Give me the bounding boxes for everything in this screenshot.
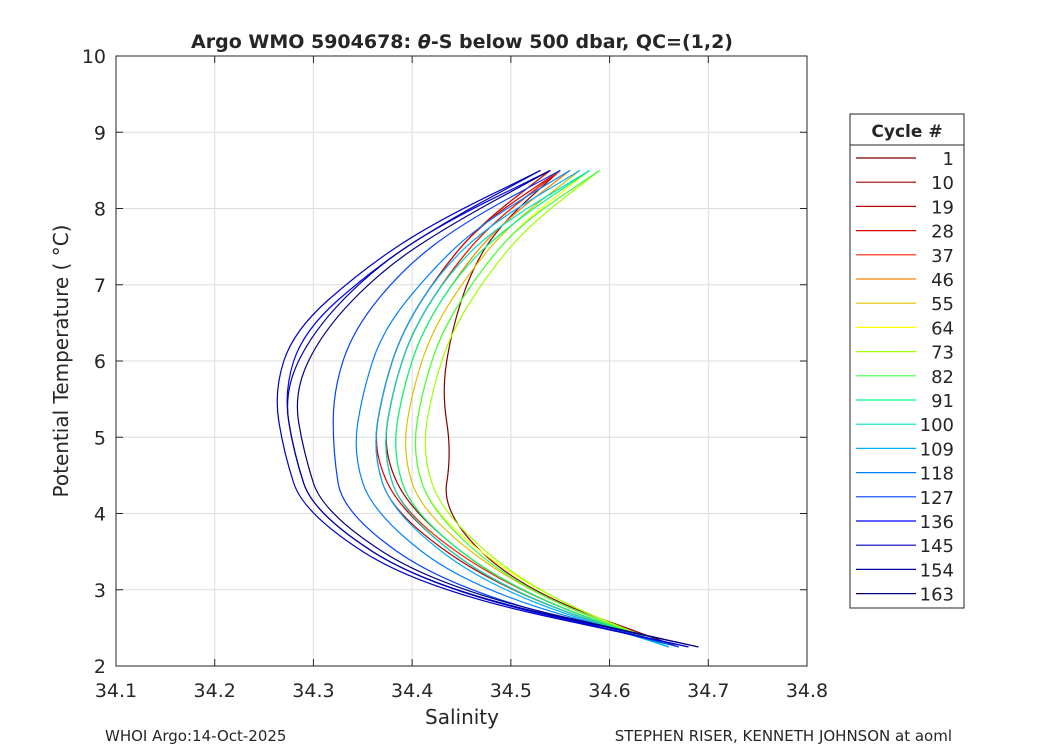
legend-label: 82	[931, 367, 954, 388]
y-tick-label: 4	[94, 504, 106, 526]
legend-item-cycle-118: 118	[856, 464, 954, 485]
footer-right: STEPHEN RISER, KENNETH JOHNSON at aoml	[615, 727, 952, 745]
chart-title: Argo WMO 5904678: θ-S below 500 dbar, QC…	[191, 31, 733, 53]
legend-item-cycle-55: 55	[856, 294, 954, 315]
legend: Cycle # 1 10 19 28 37 46 55 64 73 82 91 100 109 118 12…	[849, 113, 965, 609]
axis-ticks: 34.1 34.2 34.3 34.4 34.5 34.6 34.7 34.8 2 3 4 5 6 7 8 9…	[82, 46, 828, 702]
x-tick-label: 34.2	[194, 680, 236, 702]
y-tick-label: 10	[82, 46, 106, 68]
y-tick-label: 5	[94, 427, 106, 449]
series-line-cycle-163	[296, 169, 699, 648]
series-line-cycle-100	[385, 169, 669, 648]
x-tick-label: 34.3	[292, 680, 334, 702]
series-line-cycle-82	[414, 169, 670, 648]
y-tick-label: 7	[94, 275, 106, 297]
legend-label: 1	[943, 149, 954, 170]
legend-label: 55	[931, 294, 954, 315]
legend-item-cycle-46: 46	[856, 270, 954, 291]
legend-item-cycle-64: 64	[856, 318, 954, 339]
legend-item-cycle-100: 100	[856, 415, 954, 436]
legend-item-cycle-163: 163	[856, 585, 954, 606]
legend-label: 91	[931, 391, 954, 412]
legend-item-cycle-73: 73	[856, 343, 954, 364]
legend-label: 64	[931, 318, 954, 339]
legend-items: 1 10 19 28 37 46 55 64 73 82 91 100 109 118 127 136 145 1…	[856, 149, 954, 606]
legend-item-cycle-19: 19	[856, 197, 954, 218]
y-tick-label: 8	[94, 199, 106, 221]
legend-item-cycle-136: 136	[856, 512, 954, 533]
legend-label: 154	[920, 560, 954, 581]
series-line-cycle-145	[276, 169, 689, 648]
x-tick-label: 34.5	[490, 680, 532, 702]
y-tick-label: 9	[94, 122, 106, 144]
x-tick-label: 34.1	[95, 680, 137, 702]
legend-label: 37	[931, 246, 954, 267]
series-line-cycle-154	[286, 169, 699, 648]
y-tick-label: 2	[94, 656, 106, 678]
legend-label: 127	[920, 488, 954, 509]
legend-label: 109	[920, 439, 954, 460]
legend-label: 118	[920, 464, 954, 485]
legend-label: 100	[920, 415, 954, 436]
legend-title: Cycle #	[871, 122, 942, 142]
series-lines	[276, 169, 699, 648]
series-line-cycle-73	[424, 169, 670, 648]
series-line-cycle-1	[443, 169, 679, 648]
legend-item-cycle-91: 91	[856, 391, 954, 412]
x-tick-label: 34.8	[786, 680, 828, 702]
legend-label: 19	[931, 197, 954, 218]
legend-label: 145	[920, 536, 954, 557]
legend-item-cycle-109: 109	[856, 439, 954, 460]
footer-left: WHOI Argo:14-Oct-2025	[105, 727, 286, 745]
legend-item-cycle-28: 28	[856, 222, 954, 243]
series-line-cycle-118	[355, 169, 679, 648]
y-tick-label: 3	[94, 580, 106, 602]
x-tick-label: 34.7	[687, 680, 729, 702]
y-axis-label: Potential Temperature ( °C)	[49, 225, 73, 498]
legend-label: 46	[931, 270, 954, 291]
legend-label: 136	[920, 512, 954, 533]
x-tick-label: 34.6	[588, 680, 630, 702]
series-line-cycle-91	[395, 169, 670, 648]
legend-item-cycle-154: 154	[856, 560, 954, 581]
series-line-cycle-109	[375, 169, 669, 648]
legend-box	[849, 113, 965, 609]
legend-item-cycle-10: 10	[856, 173, 954, 194]
legend-item-cycle-82: 82	[856, 367, 954, 388]
legend-item-cycle-1: 1	[856, 149, 954, 170]
x-tick-label: 34.4	[391, 680, 433, 702]
legend-item-cycle-127: 127	[856, 488, 954, 509]
legend-item-cycle-145: 145	[856, 536, 954, 557]
legend-label: 73	[931, 343, 954, 364]
legend-item-cycle-37: 37	[856, 246, 954, 267]
legend-label: 163	[920, 585, 954, 606]
x-axis-label: Salinity	[425, 705, 499, 729]
y-tick-label: 6	[94, 351, 106, 373]
legend-label: 10	[931, 173, 954, 194]
legend-label: 28	[931, 222, 954, 243]
